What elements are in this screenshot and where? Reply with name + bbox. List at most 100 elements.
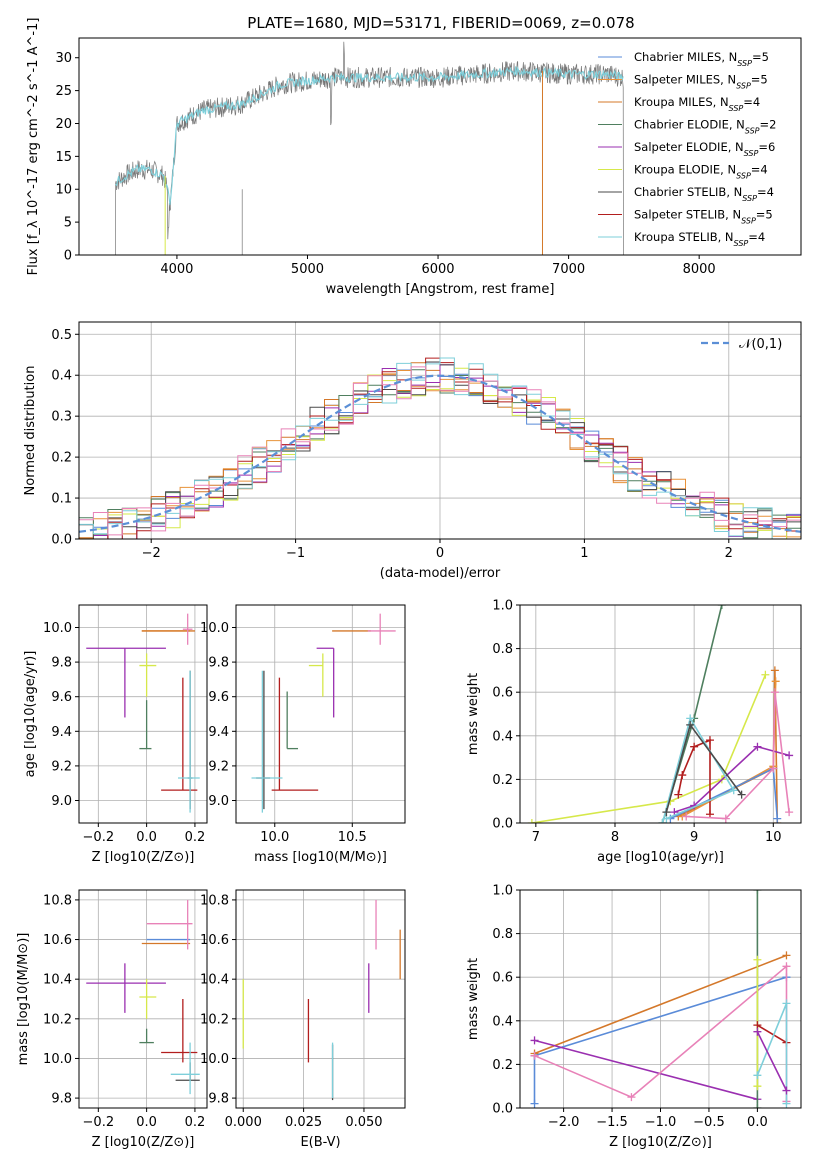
panel-weight-vs-age: 7 8 9 10 0.0 0.2 0.4 0.6 0.8 1.0 age [log10(age/yr… — [466, 599, 802, 865]
weight-line — [531, 674, 767, 823]
y-tick-label: 0.6 — [492, 686, 513, 701]
x-axis-label: mass [log10(M/M⊙)] — [254, 850, 387, 865]
y-tick-label: 9.2 — [51, 759, 72, 774]
weight-marker — [737, 790, 746, 799]
x-tick-label: −2 — [142, 546, 161, 561]
spectrum-data-line — [115, 41, 624, 255]
legend-label: Salpeter MILES, NSSP=5 — [634, 73, 768, 91]
weight-marker — [769, 764, 778, 773]
axes-frame — [78, 37, 802, 256]
weight-line — [756, 1024, 787, 1044]
weight-line — [534, 954, 787, 1055]
panel-residuals: −2 −1 0 1 2 0.0 0.1 0.2 0.3 0.4 0.5 (data-model)/er… — [23, 321, 802, 581]
panel-age-vs-Z: −0.2 0.0 0.2 9.0 9.2 9.4 9.6 9.8 10.0 Z [log10(Z/… — [23, 604, 208, 865]
legend-label: Chabrier MILES, NSSP=5 — [634, 50, 769, 68]
x-tick-label: −0.2 — [83, 1115, 115, 1130]
axes-frame — [235, 889, 406, 1109]
weight-marker — [782, 1086, 791, 1095]
figure-title: PLATE=1680, MJD=53171, FIBERID=0069, z=0… — [247, 14, 634, 32]
y-tick-label: 0.8 — [492, 927, 513, 942]
plot-area — [86, 899, 200, 1095]
y-tick-label: 1.0 — [492, 884, 513, 899]
x-tick-label: 0.0 — [136, 830, 157, 845]
plot-area — [527, 605, 794, 823]
weight-marker — [678, 771, 687, 780]
histogram-kroupa-stelib — [79, 357, 801, 539]
panel-mass-vs-Z: −0.2 0.0 0.2 9.8 10.0 10.2 10.4 10.6 10.8 Z [log1… — [16, 889, 208, 1150]
weight-marker — [527, 819, 536, 823]
legend-label: Chabrier ELODIE, NSSP=2 — [634, 118, 776, 136]
x-tick-label: 8 — [611, 830, 619, 845]
weight-line — [756, 1003, 788, 1104]
weight-line — [756, 1031, 788, 1091]
x-tick-label: −0.2 — [83, 830, 115, 845]
y-tick-label: 9.0 — [208, 794, 229, 809]
y-tick-label: 0.5 — [51, 328, 72, 343]
y-tick-label: 10.8 — [43, 893, 72, 908]
y-tick-label: 10.0 — [200, 1052, 229, 1067]
y-tick-label: 9.8 — [208, 656, 229, 671]
weight-marker — [705, 810, 714, 819]
weight-marker — [785, 808, 794, 817]
y-tick-label: 10 — [55, 183, 72, 198]
y-tick-label: 5 — [64, 216, 72, 231]
spectrum-model-line — [115, 65, 624, 205]
y-tick-label: 10.2 — [43, 1012, 72, 1027]
normal-curve — [79, 374, 801, 533]
weight-marker — [782, 1099, 791, 1108]
y-tick-label: 9.4 — [208, 725, 229, 740]
histogram-pink — [79, 366, 801, 536]
x-tick-label: 7 — [532, 830, 540, 845]
legend-label: Salpeter ELODIE, NSSP=6 — [634, 140, 775, 158]
y-axis-label: mass weight — [466, 958, 481, 1040]
weight-marker — [771, 677, 780, 686]
weight-marker — [761, 670, 770, 679]
weight-marker — [705, 736, 714, 745]
y-tick-label: 15 — [55, 150, 72, 165]
weight-marker — [785, 751, 794, 760]
y-tick-label: 0.0 — [492, 1102, 513, 1117]
y-tick-label: 10.0 — [43, 621, 72, 636]
y-tick-label: 9.8 — [208, 1092, 229, 1107]
weight-marker — [721, 814, 730, 823]
x-tick-label: 4000 — [160, 262, 193, 277]
weight-marker — [753, 955, 762, 964]
y-tick-label: 10.8 — [200, 893, 229, 908]
y-tick-label: 20 — [55, 117, 72, 132]
weight-marker — [782, 962, 791, 971]
y-tick-label: 9.6 — [51, 690, 72, 705]
y-tick-label: 25 — [55, 84, 72, 99]
legend-label: Chabrier STELIB, NSSP=4 — [634, 185, 774, 203]
weight-marker — [627, 1093, 636, 1102]
y-tick-label: 0.0 — [492, 817, 513, 832]
x-tick-label: 10.5 — [338, 830, 367, 845]
plot-area — [115, 41, 624, 255]
y-tick-label: 10.0 — [43, 1052, 72, 1067]
plot-area — [530, 890, 791, 1108]
y-tick-label: 0 — [64, 249, 72, 264]
x-axis-label: Z [log10(Z/Z⊙)] — [92, 1135, 195, 1150]
x-tick-label: 0.2 — [185, 1115, 206, 1130]
x-tick-label: 9 — [690, 830, 698, 845]
y-tick-label: 0.4 — [51, 369, 72, 384]
y-axis-label: age [log10(age/yr)] — [23, 651, 38, 778]
y-tick-label: 9.0 — [51, 794, 72, 809]
y-tick-label: 10.6 — [200, 933, 229, 948]
weight-marker — [753, 742, 762, 751]
y-tick-label: 0.8 — [492, 642, 513, 657]
x-tick-label: −2.0 — [548, 1115, 580, 1130]
panel-weight-vs-Z: −2.0 −1.5 −1.0 −0.5 0.0 0.0 0.2 0.4 0.6 0.8 1.0 Z [… — [466, 884, 802, 1150]
y-tick-label: 30 — [55, 51, 72, 66]
x-tick-label: −1 — [286, 546, 305, 561]
axes-frame — [78, 321, 802, 540]
x-axis-label: Z [log10(Z/Z⊙)] — [609, 1135, 712, 1150]
x-tick-label: −0.5 — [693, 1115, 725, 1130]
y-axis-label: Flux [f_λ 10^-17 erg cm^-2 s^-1 A^-1] — [26, 18, 41, 276]
weight-marker — [530, 1099, 539, 1108]
y-tick-label: 0.2 — [492, 1058, 513, 1073]
plot-area — [242, 899, 401, 1101]
y-tick-label: 10.6 — [43, 933, 72, 948]
plot-area — [79, 357, 801, 539]
x-tick-label: 10.0 — [260, 830, 289, 845]
weight-marker — [753, 1082, 762, 1091]
